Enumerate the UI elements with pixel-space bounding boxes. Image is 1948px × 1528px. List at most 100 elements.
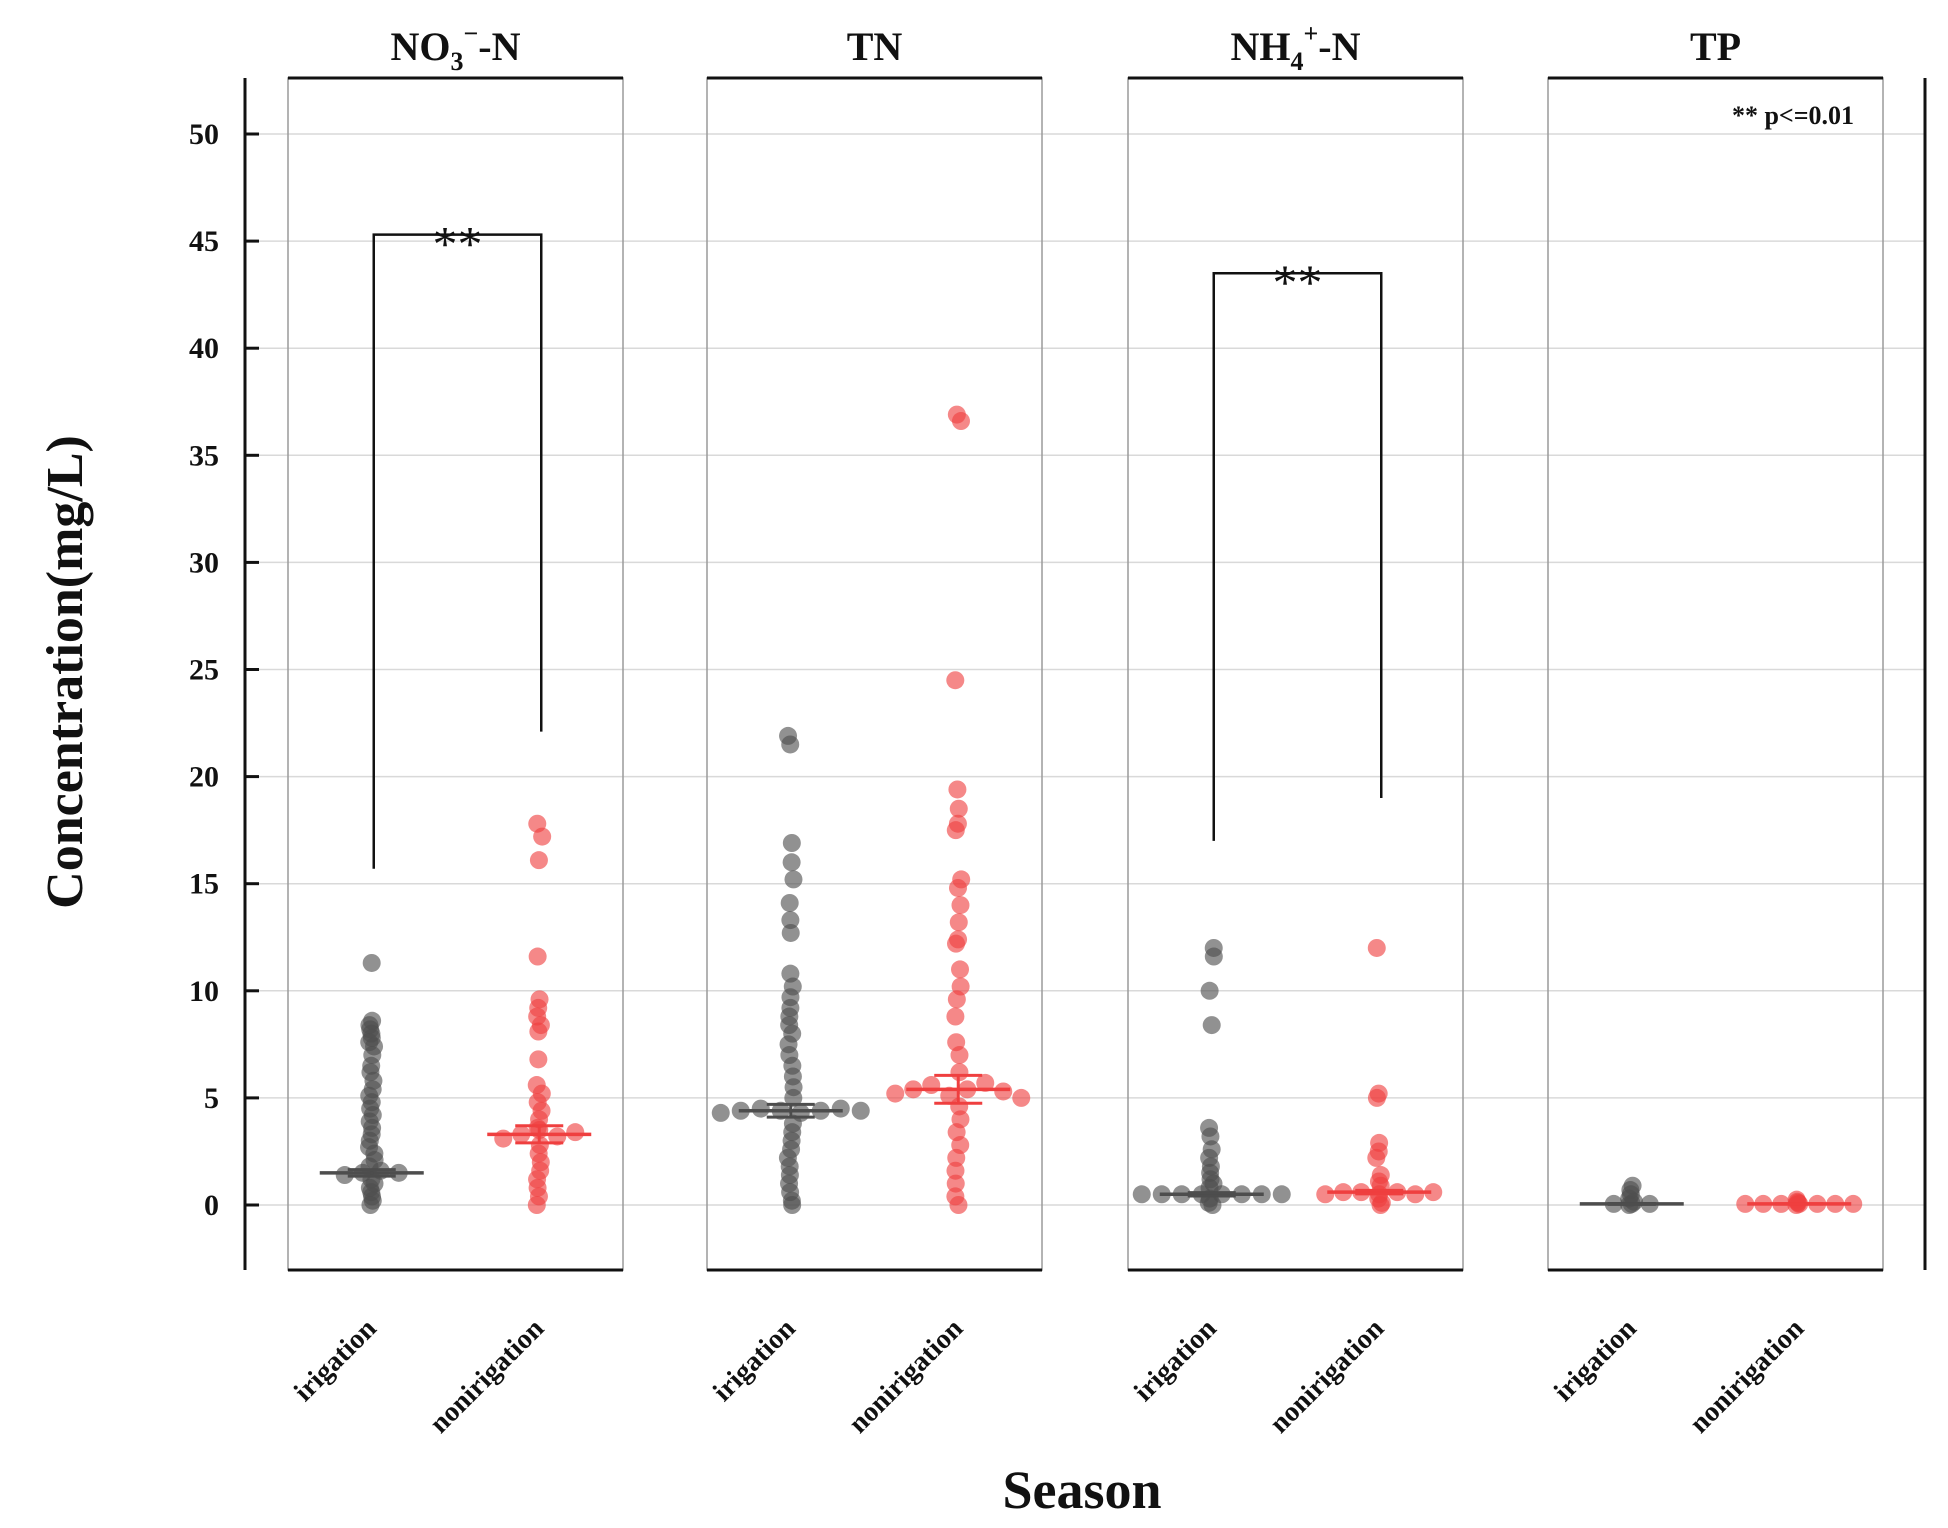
data-point: [780, 893, 799, 912]
data-point: [1367, 938, 1386, 957]
data-point: [1200, 981, 1219, 1000]
data-point: [361, 1196, 380, 1214]
group-irigation: [1579, 1176, 1684, 1214]
group-nonirigation: [1736, 1190, 1863, 1214]
panel-title: NH4+-N: [1230, 19, 1360, 76]
y-tick-label: 45: [189, 225, 219, 258]
data-point: [994, 1082, 1013, 1101]
data-point: [947, 990, 966, 1009]
data-point: [784, 1088, 803, 1107]
group-nonirigation: [487, 814, 592, 1214]
y-tick-label: 15: [189, 868, 219, 901]
data-point: [951, 896, 970, 915]
data-point: [529, 1022, 548, 1041]
significance-label: **: [433, 216, 483, 272]
significance-bracket: [372, 233, 543, 869]
group-nonirigation: [1316, 938, 1443, 1214]
panels: NO3−-N irigation nonirigation ** TN irigation…: [287, 19, 1884, 1440]
data-point: [1012, 1088, 1031, 1107]
y-tick-label: 10: [189, 975, 219, 1008]
panel-title: TN: [847, 24, 903, 69]
data-point: [1367, 1148, 1386, 1167]
y-tick-label: 0: [204, 1189, 219, 1222]
category-label: nonirigation: [1684, 1313, 1811, 1440]
data-point: [951, 412, 970, 431]
y-axis: 0 5 10 15 20 25 30 35 40 45 50: [189, 78, 1927, 1270]
data-point: [528, 947, 547, 966]
significance-legend-note: ** p<=0.01: [1732, 101, 1854, 130]
data-point: [948, 878, 967, 897]
data-point: [1844, 1194, 1863, 1213]
data-point: [1424, 1183, 1443, 1202]
panel-frame: [706, 77, 1043, 1271]
data-point: [948, 780, 967, 799]
category-label: irigation: [707, 1313, 802, 1408]
data-point: [1367, 1088, 1386, 1107]
panel-4: TP irigation nonirigation: [1547, 24, 1884, 1440]
data-point: [1736, 1194, 1755, 1213]
data-point: [529, 1050, 548, 1069]
y-axis-title: Concentration(mg/L): [37, 435, 94, 909]
data-point: [1132, 1185, 1151, 1204]
panel-title: NO3−-N: [390, 19, 520, 76]
panel-title: TP: [1690, 24, 1741, 69]
y-tick-label: 30: [189, 546, 219, 579]
data-point: [781, 923, 800, 942]
data-point: [940, 1086, 959, 1105]
data-point: [782, 834, 801, 853]
category-label: irigation: [1128, 1313, 1223, 1408]
data-point: [751, 1099, 770, 1118]
data-point: [362, 953, 381, 972]
data-point: [781, 735, 800, 754]
data-point: [784, 870, 803, 889]
data-point: [976, 1073, 995, 1092]
data-point: [950, 1046, 969, 1065]
panel-3: NH4+-N irigation nonirigation **: [1127, 19, 1464, 1440]
y-tick-label: 40: [189, 332, 219, 365]
data-point: [781, 911, 800, 930]
group-irigation: [1132, 938, 1291, 1214]
category-label: irigation: [1548, 1313, 1643, 1408]
data-point: [951, 960, 970, 979]
x-axis-title: Season: [1002, 1460, 1161, 1520]
significance-bracket: [1212, 271, 1383, 841]
data-point: [711, 1103, 730, 1122]
data-point: [527, 1196, 546, 1214]
data-point: [851, 1101, 870, 1120]
category-label: nonirigation: [424, 1313, 551, 1440]
data-point: [548, 1127, 567, 1146]
y-tick-label: 20: [189, 761, 219, 794]
data-point: [533, 827, 552, 846]
group-nonirigation: [886, 405, 1031, 1214]
category-label: nonirigation: [1264, 1313, 1391, 1440]
data-point: [782, 853, 801, 872]
data-point: [949, 913, 968, 932]
data-point: [791, 1103, 810, 1122]
data-point: [947, 1148, 966, 1167]
data-point: [1204, 947, 1223, 966]
data-point: [946, 671, 965, 690]
data-point: [886, 1084, 905, 1103]
data-point: [922, 1076, 941, 1095]
data-point: [1316, 1185, 1335, 1204]
data-point: [494, 1129, 513, 1148]
y-tick-label: 50: [189, 118, 219, 151]
y-tick-label: 25: [189, 654, 219, 687]
category-label: irigation: [288, 1313, 383, 1408]
significance-label: **: [1273, 254, 1323, 310]
data-point: [566, 1123, 585, 1142]
category-label: nonirigation: [843, 1313, 970, 1440]
grid-lines: [245, 133, 1925, 1206]
data-point: [946, 1174, 965, 1193]
y-tick-label: 5: [204, 1082, 219, 1115]
data-point: [831, 1099, 850, 1118]
y-tick-label: 35: [189, 439, 219, 472]
data-point: [949, 1196, 968, 1214]
data-point: [946, 821, 965, 840]
data-point: [1202, 1016, 1221, 1035]
panel-1: NO3−-N irigation nonirigation **: [287, 19, 624, 1440]
panel-2: TN irigation nonirigation: [706, 24, 1043, 1440]
group-irigation: [319, 953, 424, 1214]
data-point: [946, 1007, 965, 1026]
